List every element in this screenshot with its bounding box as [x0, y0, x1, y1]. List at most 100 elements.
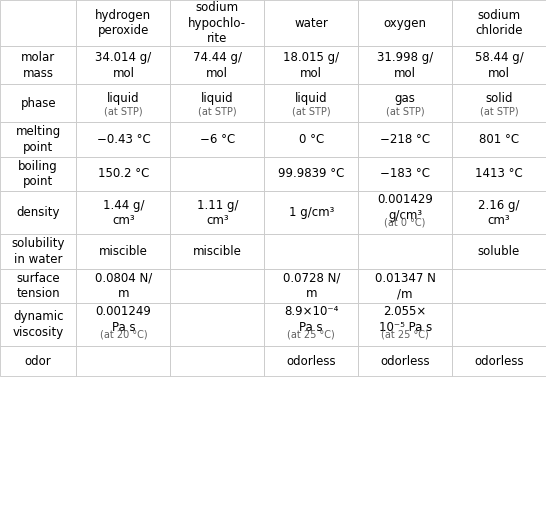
- Text: 0.001429
g/cm³: 0.001429 g/cm³: [377, 193, 433, 222]
- Bar: [452, 234, 546, 269]
- Text: hydrogen
peroxide: hydrogen peroxide: [96, 9, 151, 37]
- Bar: [358, 346, 452, 376]
- Bar: [264, 46, 358, 84]
- Bar: [76, 346, 170, 376]
- Text: 1413 °C: 1413 °C: [475, 167, 523, 181]
- Bar: [264, 191, 358, 234]
- Bar: [358, 303, 452, 346]
- Text: 0.01347 N
/m: 0.01347 N /m: [375, 272, 436, 300]
- Text: liquid: liquid: [295, 92, 328, 106]
- Bar: [264, 346, 358, 376]
- Text: −183 °C: −183 °C: [380, 167, 430, 181]
- Text: miscible: miscible: [99, 245, 148, 258]
- Bar: [452, 157, 546, 191]
- Bar: [170, 0, 264, 46]
- Bar: [452, 46, 546, 84]
- Bar: [0, 303, 76, 346]
- Bar: [170, 191, 264, 234]
- Bar: [76, 191, 170, 234]
- Bar: [0, 122, 76, 157]
- Text: sodium
hypochlo-
rite: sodium hypochlo- rite: [188, 1, 246, 45]
- Text: 74.44 g/
mol: 74.44 g/ mol: [193, 51, 242, 80]
- Text: oxygen: oxygen: [384, 17, 426, 30]
- Bar: [0, 234, 76, 269]
- Text: odorless: odorless: [381, 355, 430, 367]
- Text: 801 °C: 801 °C: [479, 133, 519, 146]
- Text: density: density: [16, 206, 60, 219]
- Bar: [76, 157, 170, 191]
- Text: 31.998 g/
mol: 31.998 g/ mol: [377, 51, 434, 80]
- Text: sodium
chloride: sodium chloride: [476, 9, 523, 37]
- Text: −0.43 °C: −0.43 °C: [97, 133, 150, 146]
- Bar: [0, 157, 76, 191]
- Text: odorless: odorless: [287, 355, 336, 367]
- Text: melting
point: melting point: [16, 126, 61, 154]
- Text: 2.16 g/
cm³: 2.16 g/ cm³: [478, 199, 520, 227]
- Bar: [170, 122, 264, 157]
- Bar: [170, 269, 264, 303]
- Bar: [358, 122, 452, 157]
- Bar: [452, 269, 546, 303]
- Bar: [0, 346, 76, 376]
- Text: 0.001249
Pa s: 0.001249 Pa s: [96, 305, 151, 334]
- Bar: [170, 84, 264, 122]
- Bar: [452, 0, 546, 46]
- Bar: [0, 46, 76, 84]
- Text: 150.2 °C: 150.2 °C: [98, 167, 149, 181]
- Text: dynamic
viscosity: dynamic viscosity: [13, 310, 64, 339]
- Bar: [0, 191, 76, 234]
- Bar: [76, 46, 170, 84]
- Bar: [358, 157, 452, 191]
- Text: 1 g/cm³: 1 g/cm³: [288, 206, 334, 219]
- Text: 1.11 g/
cm³: 1.11 g/ cm³: [197, 199, 238, 227]
- Text: solubility
in water: solubility in water: [11, 238, 65, 266]
- Text: (at STP): (at STP): [480, 107, 518, 117]
- Text: (at STP): (at STP): [104, 107, 143, 117]
- Text: solid: solid: [485, 92, 513, 106]
- Text: (at 25 °C): (at 25 °C): [287, 329, 335, 340]
- Bar: [264, 84, 358, 122]
- Bar: [452, 303, 546, 346]
- Bar: [264, 0, 358, 46]
- Bar: [358, 0, 452, 46]
- Bar: [358, 191, 452, 234]
- Text: (at 25 °C): (at 25 °C): [381, 329, 429, 340]
- Bar: [264, 122, 358, 157]
- Text: 2.055×
10⁻⁵ Pa s: 2.055× 10⁻⁵ Pa s: [378, 305, 432, 334]
- Bar: [264, 234, 358, 269]
- Text: 34.014 g/
mol: 34.014 g/ mol: [95, 51, 152, 80]
- Text: 0 °C: 0 °C: [299, 133, 324, 146]
- Text: liquid: liquid: [201, 92, 234, 106]
- Text: −218 °C: −218 °C: [380, 133, 430, 146]
- Bar: [264, 303, 358, 346]
- Bar: [170, 46, 264, 84]
- Text: 0.0728 N/
m: 0.0728 N/ m: [282, 272, 340, 300]
- Text: 18.015 g/
mol: 18.015 g/ mol: [283, 51, 339, 80]
- Bar: [76, 122, 170, 157]
- Text: phase: phase: [20, 97, 56, 110]
- Text: liquid: liquid: [107, 92, 140, 106]
- Text: (at STP): (at STP): [198, 107, 236, 117]
- Bar: [452, 122, 546, 157]
- Bar: [170, 157, 264, 191]
- Text: soluble: soluble: [478, 245, 520, 258]
- Bar: [452, 191, 546, 234]
- Bar: [452, 84, 546, 122]
- Text: gas: gas: [395, 92, 416, 106]
- Text: molar
mass: molar mass: [21, 51, 55, 80]
- Text: (at 20 °C): (at 20 °C): [99, 329, 147, 340]
- Bar: [0, 0, 76, 46]
- Bar: [358, 234, 452, 269]
- Bar: [358, 84, 452, 122]
- Text: 1.44 g/
cm³: 1.44 g/ cm³: [103, 199, 144, 227]
- Bar: [358, 46, 452, 84]
- Text: 8.9×10⁻⁴
Pa s: 8.9×10⁻⁴ Pa s: [284, 305, 339, 334]
- Text: odor: odor: [25, 355, 51, 367]
- Text: boiling
point: boiling point: [19, 160, 58, 188]
- Text: −6 °C: −6 °C: [200, 133, 235, 146]
- Bar: [358, 269, 452, 303]
- Text: (at STP): (at STP): [386, 107, 424, 117]
- Text: (at 0 °C): (at 0 °C): [384, 218, 426, 228]
- Text: 99.9839 °C: 99.9839 °C: [278, 167, 345, 181]
- Bar: [0, 269, 76, 303]
